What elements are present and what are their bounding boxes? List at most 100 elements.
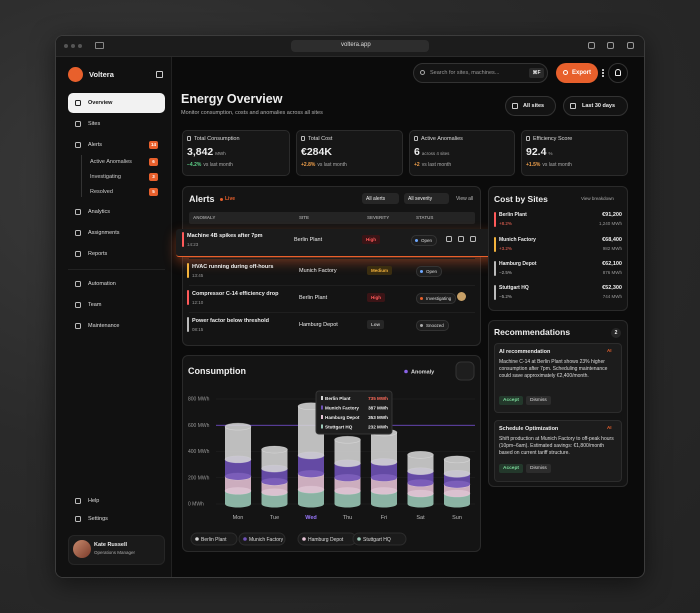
column-header: ANOMALY: [193, 215, 216, 220]
window-dot: [78, 44, 82, 48]
more-dot: [602, 69, 604, 71]
kpi-icon: [301, 136, 305, 141]
alert-name[interactable]: HVAC running during off-hours: [192, 264, 274, 270]
nav-badge: [149, 173, 158, 181]
nav-active: [68, 93, 165, 113]
cylinder-segment: [225, 423, 251, 463]
severity-bar: [187, 290, 189, 305]
browser-icon[interactable]: [627, 42, 634, 49]
legend-label: Hamburg Depot: [308, 537, 344, 543]
collapse-icon[interactable]: [156, 71, 163, 78]
recommendation-text: Shift production at Munich Factory to of…: [499, 436, 614, 457]
alert-name[interactable]: Compressor C-14 efficiency drop: [192, 291, 279, 297]
nav-subitem[interactable]: Active Anomalies: [90, 159, 132, 165]
kpi-value-row: 3,842 MWh: [187, 146, 226, 158]
alert-site: Munich Factory: [299, 268, 337, 274]
site-filter-icon: [512, 103, 518, 109]
status-dot: [420, 270, 423, 273]
site-cost: €52,300: [602, 285, 622, 291]
status-pill[interactable]: Snoozed: [416, 320, 449, 331]
row-action-icon[interactable]: [470, 236, 476, 242]
bell-icon: [615, 69, 621, 76]
severity-pill: Low: [367, 320, 384, 329]
status-pill[interactable]: Open: [411, 235, 438, 246]
legend-item[interactable]: [352, 532, 407, 546]
column-header: STATUS: [416, 215, 434, 220]
sidebar-toggle-icon: [95, 42, 104, 49]
nav-item[interactable]: Team: [88, 302, 102, 308]
dismiss-button[interactable]: Dismiss: [526, 396, 551, 405]
kpi-value: 6: [414, 146, 420, 158]
tooltip-swatch: [321, 405, 323, 410]
nav-subitem[interactable]: Resolved: [90, 189, 113, 195]
browser-icon[interactable]: [607, 42, 614, 49]
user-avatar: [73, 540, 91, 558]
filter-severity: All severity: [408, 196, 433, 202]
segment-rim: [407, 450, 434, 459]
row-action-icon[interactable]: [458, 236, 464, 242]
date-filter-label: Last 30 days: [582, 103, 616, 109]
nav-icon: [75, 230, 81, 236]
filter-pill[interactable]: [362, 193, 399, 204]
alert-row-highlight[interactable]: [176, 229, 498, 257]
nav-item[interactable]: Help: [88, 498, 100, 504]
accept-button[interactable]: Accept: [499, 396, 523, 405]
severity-pill: High: [367, 293, 385, 302]
browser-icon[interactable]: [588, 42, 595, 49]
alert-time: 08:15: [192, 327, 204, 332]
notifications-button[interactable]: [608, 63, 628, 83]
sidebar-divider: [68, 269, 165, 270]
column-header: SEVERITY: [367, 215, 390, 220]
recommendation-text: Machine C-14 at Berlin Plant shows 23% h…: [499, 359, 608, 380]
kpi-icon: [414, 136, 418, 141]
tooltip-value: 232 MWh: [368, 425, 388, 430]
tooltip-swatch: [321, 424, 323, 429]
url-bar[interactable]: [291, 40, 429, 52]
nav-badge-count: 3: [152, 174, 155, 179]
legend-item[interactable]: [190, 532, 238, 546]
view-all-link[interactable]: View all: [456, 196, 474, 202]
alert-name[interactable]: Power factor below threshold: [192, 318, 270, 324]
alert-name[interactable]: Machine 4B spikes after 7pm: [187, 233, 263, 239]
kpi-change-row: +2 vs last month: [414, 162, 451, 168]
cost-link[interactable]: View breakdown: [581, 196, 614, 201]
kpi-change: +2.8%: [301, 162, 316, 168]
export-button[interactable]: [556, 63, 598, 83]
site-name: Munich Factory: [499, 237, 536, 243]
status-pill[interactable]: Investigating: [416, 293, 457, 304]
more-dot: [602, 75, 604, 77]
nav-item[interactable]: Sites: [88, 121, 101, 127]
nav-item[interactable]: Automation: [88, 281, 116, 287]
cylinder-segment: [444, 455, 470, 478]
legend-swatch: [357, 537, 361, 541]
severity-bar: [187, 317, 189, 332]
url: voltera.app: [341, 42, 371, 48]
date-filter[interactable]: [563, 96, 628, 116]
kpi-unit: MWh: [215, 151, 226, 156]
nav-item[interactable]: Overview: [88, 100, 113, 106]
nav-item[interactable]: Reports: [88, 251, 108, 257]
site-color-bar: [494, 237, 496, 252]
chart-settings-button[interactable]: [455, 361, 475, 381]
nav-item[interactable]: Settings: [88, 516, 108, 522]
filter-pill[interactable]: [404, 193, 449, 204]
nav-item[interactable]: Alerts: [88, 142, 103, 148]
dismiss-button[interactable]: Dismiss: [526, 464, 551, 473]
nav-badge-count: 14: [150, 142, 156, 147]
nav-subitem[interactable]: Investigating: [90, 174, 121, 180]
kpi-unit: %: [548, 151, 553, 156]
row-action-icon[interactable]: [446, 236, 452, 242]
accept-button[interactable]: Accept: [499, 464, 523, 473]
search-box[interactable]: [413, 63, 548, 83]
nav-item[interactable]: Analytics: [88, 209, 111, 215]
site-filter[interactable]: [505, 96, 556, 116]
y-tick-label: 200 MWh: [188, 475, 210, 481]
kpi-card: [182, 130, 290, 176]
status-pill[interactable]: Open: [416, 266, 443, 277]
legend-item[interactable]: [238, 532, 286, 546]
nav-item[interactable]: Assignments: [88, 230, 120, 236]
user-name: Kate Russell: [94, 542, 128, 548]
site-color-bar: [494, 285, 496, 300]
alerts-title: Alerts: [189, 194, 215, 204]
nav-item[interactable]: Maintenance: [88, 323, 120, 329]
